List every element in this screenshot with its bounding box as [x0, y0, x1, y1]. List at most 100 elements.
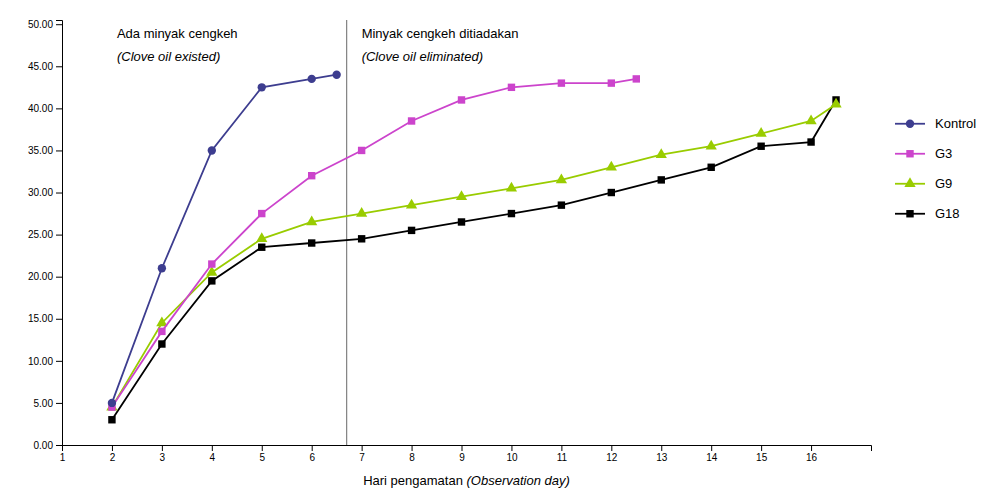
chart: 123456789101112131415160.005.0010.0015.0…	[0, 0, 1001, 497]
point	[756, 127, 767, 137]
x-tick: 1	[60, 445, 66, 463]
x-tick: 4	[210, 445, 216, 463]
point	[707, 164, 714, 171]
x-tick-mark	[212, 445, 213, 451]
point	[356, 207, 367, 217]
x-tick-label: 6	[309, 452, 315, 463]
x-tick: 9	[459, 445, 465, 463]
x-tick-mark	[761, 445, 762, 451]
point	[256, 232, 267, 242]
x-tick-label: 5	[259, 452, 265, 463]
y-tick-label: 30.00	[28, 187, 53, 198]
y-tick-mark	[56, 235, 62, 236]
x-tick-mark	[462, 445, 463, 451]
y-tick-label: 15.00	[28, 313, 53, 324]
point	[308, 239, 315, 246]
x-tick: 6	[309, 445, 315, 463]
annotation: Minyak cengkeh ditiadakan	[362, 26, 519, 41]
point	[108, 399, 116, 407]
y-tick: 25.00	[28, 229, 62, 240]
y-axis: 0.005.0010.0015.0020.0025.0030.0035.0040…	[28, 19, 63, 451]
point	[258, 244, 265, 251]
point	[306, 215, 317, 225]
y-tick: 40.00	[28, 103, 62, 114]
x-tick-label: 13	[656, 452, 668, 463]
x-tick: 13	[656, 445, 668, 463]
point	[108, 416, 115, 423]
y-tick-mark	[56, 24, 62, 25]
point	[458, 96, 465, 103]
y-tick: 5.00	[34, 398, 62, 409]
point	[558, 201, 565, 208]
annotations: Ada minyak cengkeh (Clove oil existed) Min…	[117, 26, 519, 65]
y-tick: 0.00	[34, 440, 62, 451]
x-tick: 14	[706, 445, 718, 463]
legend-label: Kontrol	[935, 116, 976, 131]
y-tick-label: 25.00	[28, 229, 53, 240]
point	[556, 173, 567, 183]
y-tick-label: 5.00	[34, 398, 54, 409]
legend-symbol	[906, 210, 913, 217]
y-tick-label: 0.00	[34, 440, 54, 451]
y-tick: 20.00	[28, 271, 62, 282]
point	[358, 147, 365, 154]
legend-symbol	[906, 120, 914, 128]
point	[408, 227, 415, 234]
annotation: (Clove oil eliminated)	[362, 49, 483, 64]
x-tick-label: 16	[806, 452, 818, 463]
point	[508, 210, 515, 217]
y-tick-mark	[56, 361, 62, 362]
y-tick-mark	[56, 108, 62, 109]
x-tick-mark	[262, 445, 263, 451]
legend-label: G3	[935, 146, 952, 161]
legend-label: G9	[935, 176, 952, 191]
point	[608, 189, 615, 196]
x-tick-mark	[412, 445, 413, 451]
x-tick: 11	[557, 445, 568, 463]
x-tick-mark	[312, 445, 313, 451]
series-line	[112, 100, 836, 420]
legend-symbol	[906, 150, 913, 157]
point	[757, 143, 764, 150]
point	[308, 75, 316, 83]
x-tick-label: 4	[210, 452, 216, 463]
y-tick: 35.00	[28, 145, 62, 156]
legend: KontrolG3G9G18	[895, 116, 976, 221]
point	[158, 264, 166, 272]
point	[258, 83, 266, 91]
y-tick-mark	[56, 150, 62, 151]
x-tick-mark	[811, 445, 812, 451]
point	[658, 176, 665, 183]
annotation: (Clove oil existed)	[117, 49, 220, 64]
plot-area: 123456789101112131415160.005.0010.0015.0…	[28, 19, 976, 488]
x-tick: 8	[409, 445, 415, 463]
point	[805, 114, 816, 124]
y-tick-mark	[56, 66, 62, 67]
point	[458, 218, 465, 225]
marks	[106, 20, 841, 445]
annotation: Ada minyak cengkeh	[117, 26, 238, 41]
point	[456, 190, 467, 200]
point	[656, 148, 667, 158]
x-tick: 15	[756, 445, 768, 463]
series	[108, 71, 341, 408]
x-tick-mark	[511, 445, 512, 451]
point	[508, 84, 515, 91]
point	[408, 117, 415, 124]
legend-item: G3	[895, 146, 952, 161]
point	[558, 79, 565, 86]
x-tick-mark	[112, 445, 113, 451]
x-tick-mark	[162, 445, 163, 451]
x-axis-line	[63, 446, 872, 452]
series	[108, 96, 840, 423]
point	[807, 138, 814, 145]
series-line	[112, 75, 337, 403]
point	[606, 161, 617, 171]
y-tick: 50.00	[28, 19, 62, 30]
x-tick-label: 11	[557, 452, 568, 463]
y-tick-label: 35.00	[28, 145, 53, 156]
x-tick-mark	[611, 445, 612, 451]
y-tick-label: 50.00	[28, 19, 53, 30]
x-tick: 2	[110, 445, 116, 463]
x-tick-label: 2	[110, 452, 116, 463]
